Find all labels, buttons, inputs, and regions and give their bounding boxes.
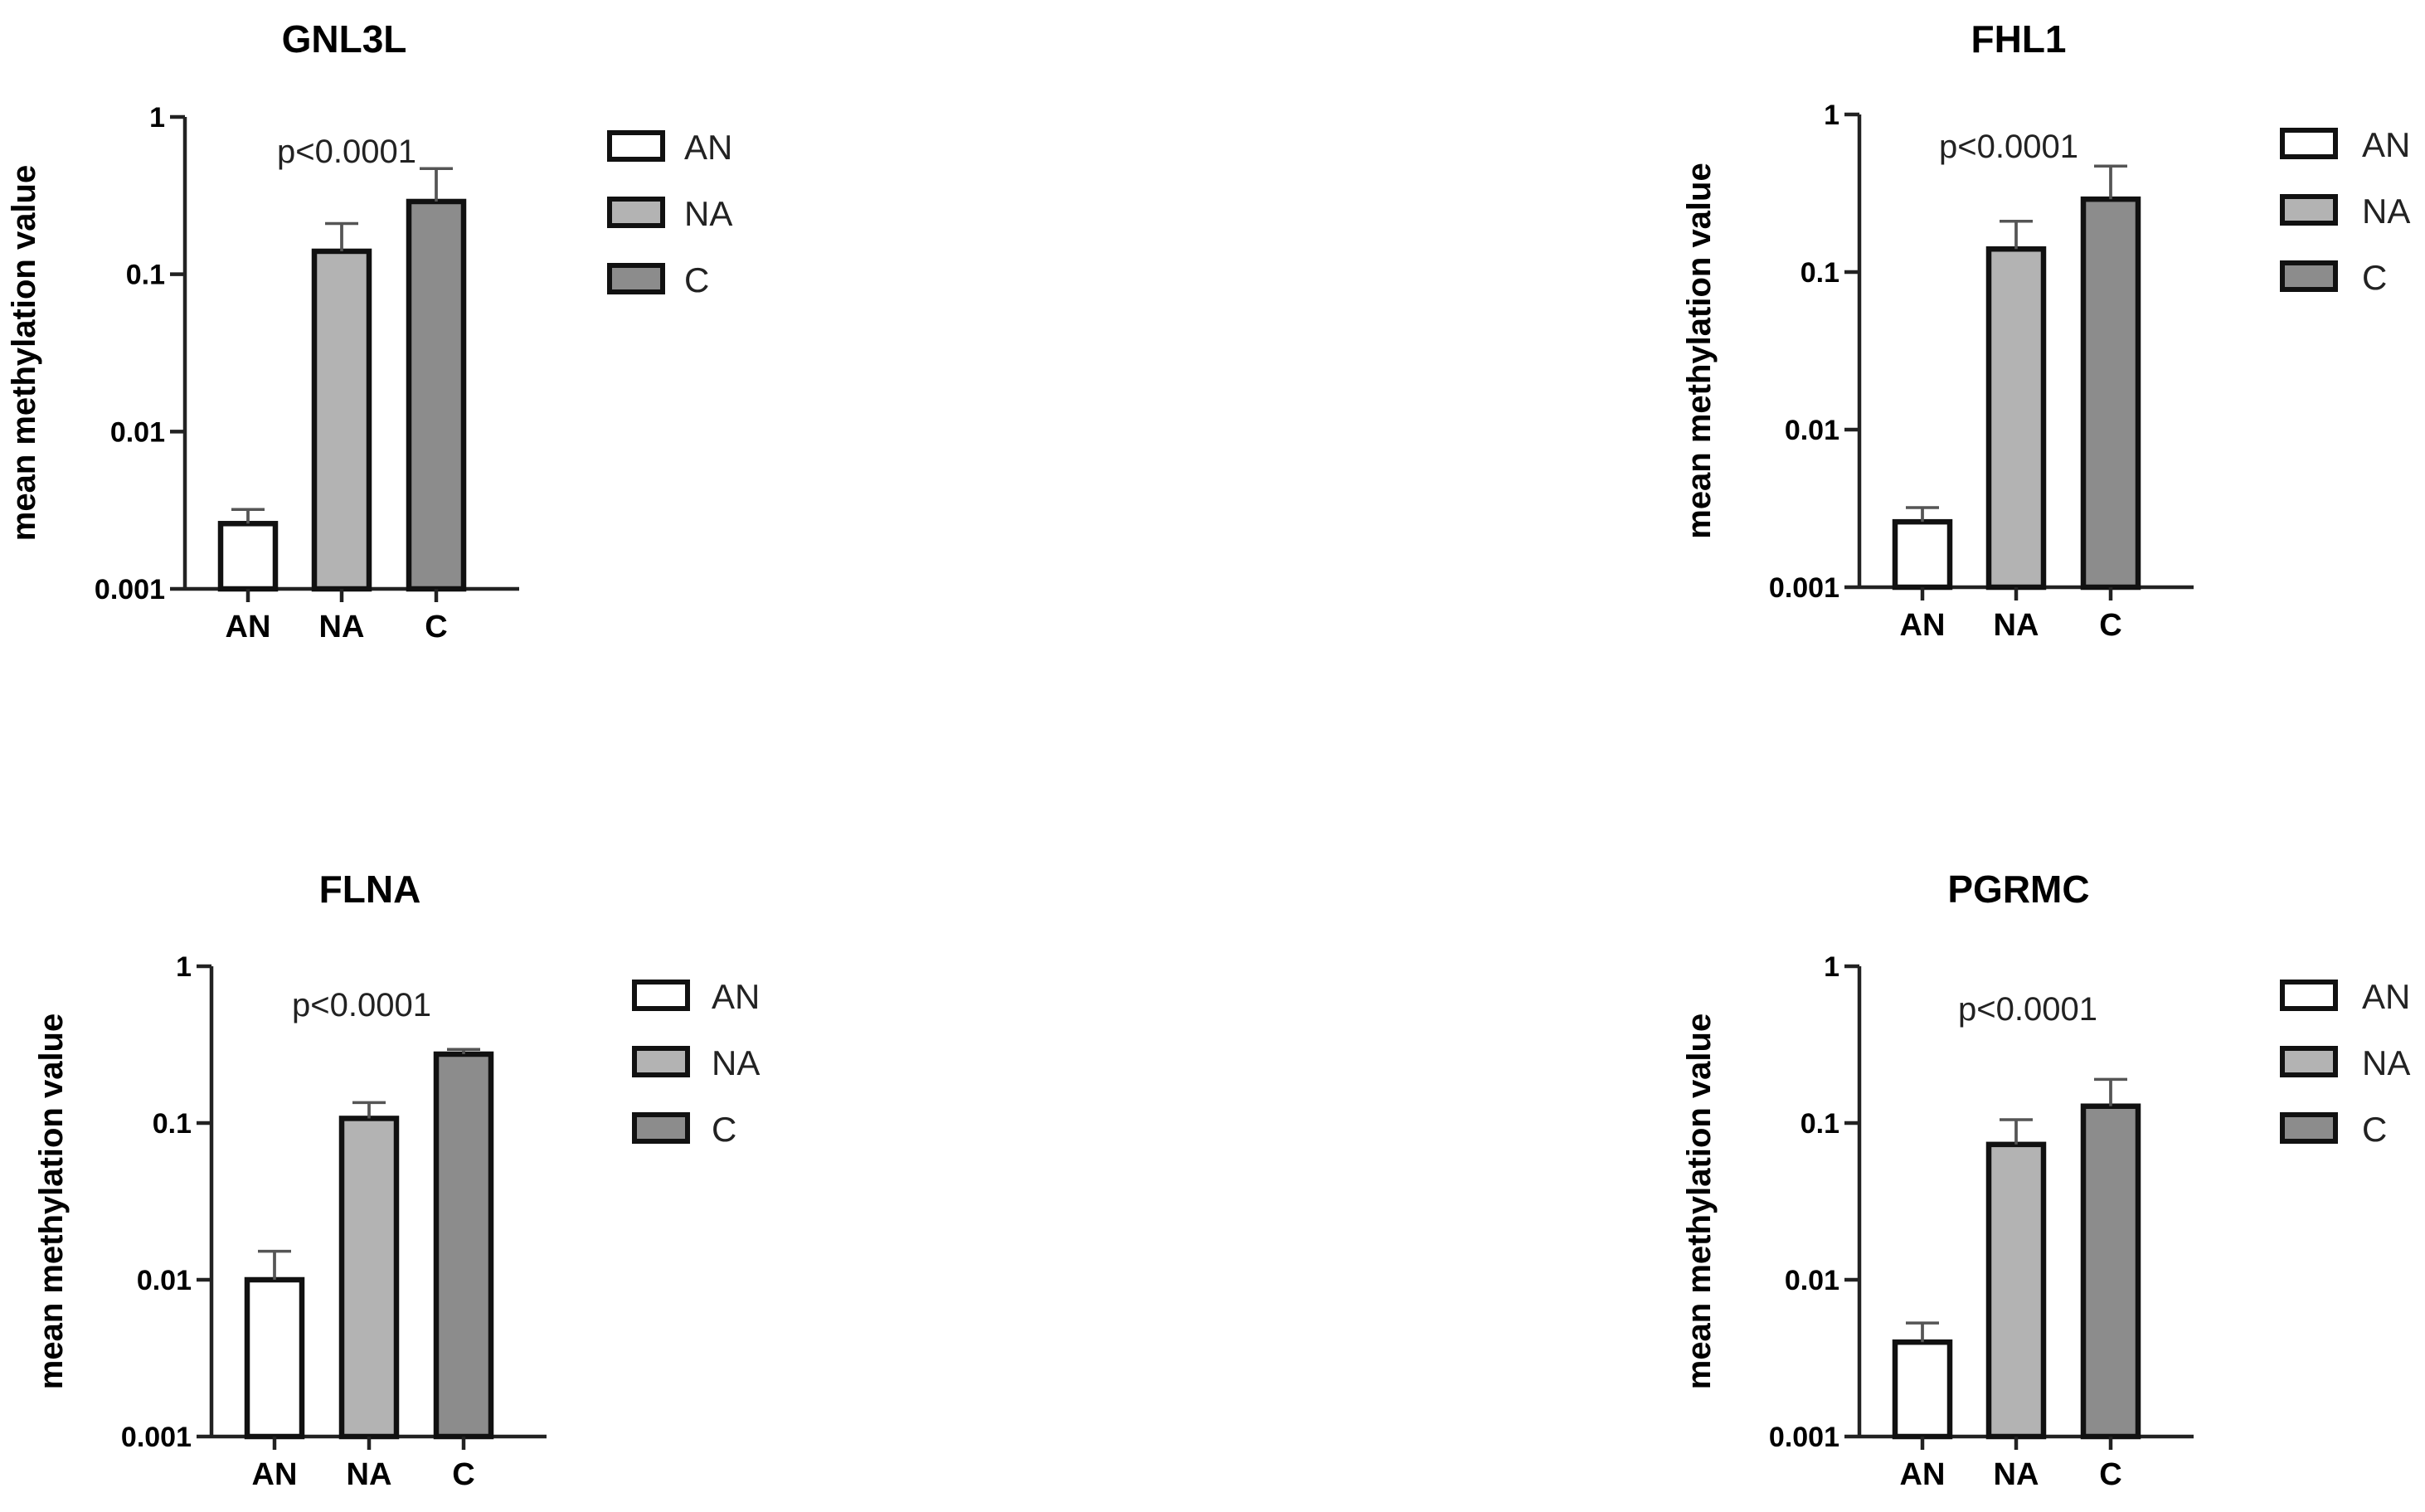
bar-c <box>406 198 467 592</box>
x-tick-label: AN <box>1900 1457 1946 1492</box>
chart-title: GNL3L <box>282 17 407 61</box>
legend-swatch-an <box>2280 128 2338 159</box>
legend-label: C <box>2362 258 2387 297</box>
legend-label: AN <box>2362 977 2410 1016</box>
legend-swatch-na <box>2280 194 2338 226</box>
y-tick-label: 0.001 <box>1769 1422 1839 1453</box>
y-tick-label: 0.1 <box>126 260 165 291</box>
legend-swatch-c <box>607 263 665 294</box>
bar-na <box>1985 246 2047 591</box>
chart-fhl1: FHL1 mean methylation value 1 0.1 0.01 0.001 A… <box>1681 17 2410 643</box>
bar-c <box>433 1051 494 1440</box>
y-tick-label: 0.1 <box>1801 1108 1839 1140</box>
legend: AN NA C <box>632 977 760 1149</box>
p-value-annotation: p<0.0001 <box>292 987 431 1023</box>
legend: AN NA C <box>607 128 732 299</box>
x-tick-label: C <box>2099 1457 2121 1492</box>
x-tick-label: AN <box>226 610 271 644</box>
chart-pgrmc: PGRMC mean methylation value 1 0.1 0.01 0.001… <box>1681 868 2410 1492</box>
legend-label: NA <box>684 194 732 233</box>
legend-swatch-c <box>632 1112 690 1144</box>
legend-swatch-na <box>632 1046 690 1077</box>
bar-an <box>244 1276 305 1440</box>
chart-title: PGRMC <box>1947 868 2089 911</box>
y-tick-label: 0.1 <box>1801 257 1839 289</box>
x-tick-label: NA <box>319 610 365 644</box>
y-axis-label: mean methylation value <box>1681 1014 1718 1389</box>
bar-an <box>1892 518 1953 591</box>
legend-swatch-na <box>607 197 665 228</box>
legend-label: AN <box>2362 125 2410 164</box>
x-tick-label: AN <box>1900 608 1946 643</box>
y-tick-label: 0.001 <box>95 574 165 605</box>
legend: AN NA C <box>2280 125 2410 297</box>
y-tick-label: 0.01 <box>110 416 165 448</box>
legend-label: NA <box>2362 1043 2410 1082</box>
legend-swatch-c <box>2280 260 2338 292</box>
chart-title: FHL1 <box>1971 17 2067 61</box>
x-tick-label: C <box>2099 608 2121 643</box>
y-tick-label: 1 <box>1824 100 1839 131</box>
p-value-annotation: p<0.0001 <box>1939 129 2078 165</box>
y-tick-label: 0.001 <box>1769 572 1839 604</box>
y-axis-label: mean methylation value <box>33 1014 70 1389</box>
chart-flna: FLNA mean methylation value 1 0.1 0.01 0.001 A… <box>33 868 760 1492</box>
legend-swatch-an <box>632 980 690 1011</box>
legend-swatch-an <box>2280 980 2338 1011</box>
legend-label: AN <box>712 977 760 1016</box>
legend-swatch-an <box>607 130 665 162</box>
y-tick-label: 1 <box>176 951 192 983</box>
y-axis-label: mean methylation value <box>6 165 42 541</box>
bar-an <box>217 521 279 592</box>
x-tick-label: NA <box>347 1457 392 1492</box>
legend-label: AN <box>684 128 732 167</box>
bar-na <box>311 248 372 592</box>
legend-label: C <box>712 1110 736 1149</box>
y-tick-label: 1 <box>149 102 165 134</box>
legend-swatch-c <box>2280 1112 2338 1144</box>
y-tick-label: 1 <box>1824 951 1839 983</box>
y-tick-label: 0.01 <box>137 1265 192 1296</box>
x-tick-label: C <box>425 610 447 644</box>
x-tick-label: AN <box>252 1457 298 1492</box>
legend-label: C <box>2362 1110 2387 1149</box>
legend-label: NA <box>2362 192 2410 231</box>
y-tick-label: 0.01 <box>1785 1265 1839 1296</box>
bar-an <box>1892 1339 1953 1440</box>
p-value-annotation: p<0.0001 <box>1958 991 2097 1028</box>
x-tick-label: C <box>452 1457 474 1492</box>
legend-label: C <box>684 260 709 299</box>
chart-gnl3l: GNL3L mean methylation value 1 0.1 0.01 0.001… <box>6 17 732 644</box>
x-tick-label: NA <box>1994 1457 2039 1492</box>
p-value-annotation: p<0.0001 <box>277 134 416 170</box>
legend-swatch-na <box>2280 1046 2338 1077</box>
y-axis-label: mean methylation value <box>1681 163 1718 538</box>
y-tick-label: 0.01 <box>1785 415 1839 446</box>
legend-label: NA <box>712 1043 760 1082</box>
x-tick-label: NA <box>1994 608 2039 643</box>
y-tick-label: 0.001 <box>121 1422 192 1453</box>
y-tick-label: 0.1 <box>153 1108 192 1140</box>
bar-c <box>2080 1103 2141 1440</box>
bar-c <box>2080 196 2141 591</box>
chart-title: FLNA <box>319 868 421 911</box>
bar-na <box>1985 1141 2047 1440</box>
bar-na <box>338 1116 400 1440</box>
legend: AN NA C <box>2280 977 2410 1149</box>
